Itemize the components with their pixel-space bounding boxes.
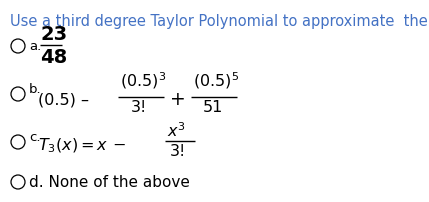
Text: b.: b. (29, 83, 42, 96)
Text: 3!: 3! (131, 100, 147, 115)
Text: 51: 51 (203, 100, 224, 115)
Text: $(0.5)^3$: $(0.5)^3$ (120, 70, 166, 90)
Text: (0.5) –: (0.5) – (38, 92, 89, 107)
Text: d. None of the above: d. None of the above (29, 175, 190, 189)
Text: 3!: 3! (170, 143, 186, 158)
Text: 23: 23 (40, 25, 67, 44)
Text: $x^3$: $x^3$ (167, 121, 186, 139)
Text: $T_3(x) = x\,-$: $T_3(x) = x\,-$ (38, 136, 126, 154)
Text: 48: 48 (40, 48, 67, 67)
Text: a.: a. (29, 39, 41, 52)
Text: c.: c. (29, 131, 40, 144)
Text: $(0.5)^5$: $(0.5)^5$ (193, 70, 239, 90)
Text: Use a third degree Taylor Polynomial to approximate  the sin(0.5): Use a third degree Taylor Polynomial to … (10, 14, 429, 29)
Text: +: + (170, 90, 186, 109)
